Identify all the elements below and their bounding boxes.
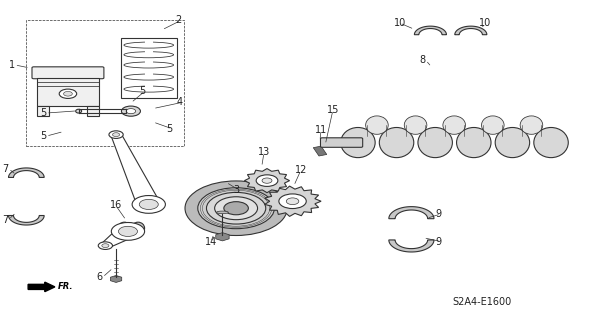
Text: 3: 3	[233, 185, 239, 195]
Circle shape	[287, 198, 299, 204]
Circle shape	[185, 181, 287, 236]
Text: 14: 14	[205, 237, 217, 247]
Polygon shape	[455, 26, 487, 35]
Text: 16: 16	[109, 200, 122, 210]
Bar	[87, 106, 99, 116]
Circle shape	[279, 194, 306, 209]
Circle shape	[126, 108, 136, 114]
Circle shape	[109, 131, 123, 139]
Circle shape	[256, 175, 278, 187]
Text: 11: 11	[315, 125, 327, 135]
Bar	[36, 106, 49, 116]
Polygon shape	[111, 134, 160, 206]
Polygon shape	[313, 146, 327, 156]
Circle shape	[139, 199, 158, 210]
Ellipse shape	[404, 116, 427, 134]
Polygon shape	[8, 168, 44, 178]
Ellipse shape	[520, 116, 543, 134]
Ellipse shape	[76, 109, 82, 113]
Polygon shape	[8, 215, 44, 225]
Circle shape	[224, 202, 248, 215]
Text: 6: 6	[97, 272, 103, 282]
Text: 5: 5	[40, 108, 46, 118]
Ellipse shape	[457, 127, 491, 158]
Polygon shape	[414, 26, 447, 35]
Ellipse shape	[482, 116, 504, 134]
Ellipse shape	[217, 211, 229, 214]
Text: 4: 4	[177, 97, 183, 107]
Bar	[26, 20, 184, 146]
Circle shape	[121, 106, 140, 116]
Text: 15: 15	[327, 105, 340, 115]
Polygon shape	[101, 227, 137, 247]
Ellipse shape	[418, 127, 453, 158]
Text: S2A4-E1600: S2A4-E1600	[452, 297, 511, 307]
Ellipse shape	[379, 127, 414, 158]
FancyBboxPatch shape	[321, 138, 362, 147]
Ellipse shape	[534, 127, 568, 158]
Circle shape	[215, 197, 257, 220]
Text: 5: 5	[139, 86, 146, 96]
Polygon shape	[389, 207, 434, 219]
Text: 5: 5	[167, 124, 173, 134]
Ellipse shape	[131, 222, 144, 234]
Text: 10: 10	[393, 18, 406, 28]
Circle shape	[207, 192, 266, 224]
Text: 10: 10	[479, 18, 491, 28]
Text: 7: 7	[2, 164, 9, 173]
Text: FR.: FR.	[58, 282, 73, 292]
Polygon shape	[244, 169, 290, 193]
Circle shape	[99, 242, 112, 250]
Circle shape	[118, 226, 137, 236]
Text: 7: 7	[2, 215, 9, 225]
Text: 8: 8	[420, 55, 426, 65]
Circle shape	[111, 222, 144, 240]
Circle shape	[102, 244, 109, 248]
Bar	[36, 78, 99, 106]
Ellipse shape	[341, 127, 375, 158]
Circle shape	[112, 133, 119, 137]
Polygon shape	[389, 240, 434, 252]
Circle shape	[63, 92, 72, 96]
Text: 9: 9	[435, 236, 441, 246]
Circle shape	[262, 178, 272, 183]
FancyBboxPatch shape	[32, 67, 104, 79]
Ellipse shape	[495, 127, 530, 158]
Circle shape	[59, 89, 76, 99]
Bar	[121, 38, 177, 98]
Text: 1: 1	[8, 60, 15, 70]
Circle shape	[132, 196, 165, 213]
Ellipse shape	[118, 222, 131, 234]
Polygon shape	[264, 186, 321, 216]
Text: 9: 9	[435, 209, 441, 219]
Polygon shape	[28, 282, 55, 292]
Ellipse shape	[365, 116, 388, 134]
Text: 13: 13	[258, 148, 270, 157]
Text: 2: 2	[175, 15, 181, 25]
Text: 5: 5	[40, 131, 46, 141]
Circle shape	[198, 188, 275, 229]
Ellipse shape	[443, 116, 466, 134]
Text: 12: 12	[295, 165, 307, 175]
